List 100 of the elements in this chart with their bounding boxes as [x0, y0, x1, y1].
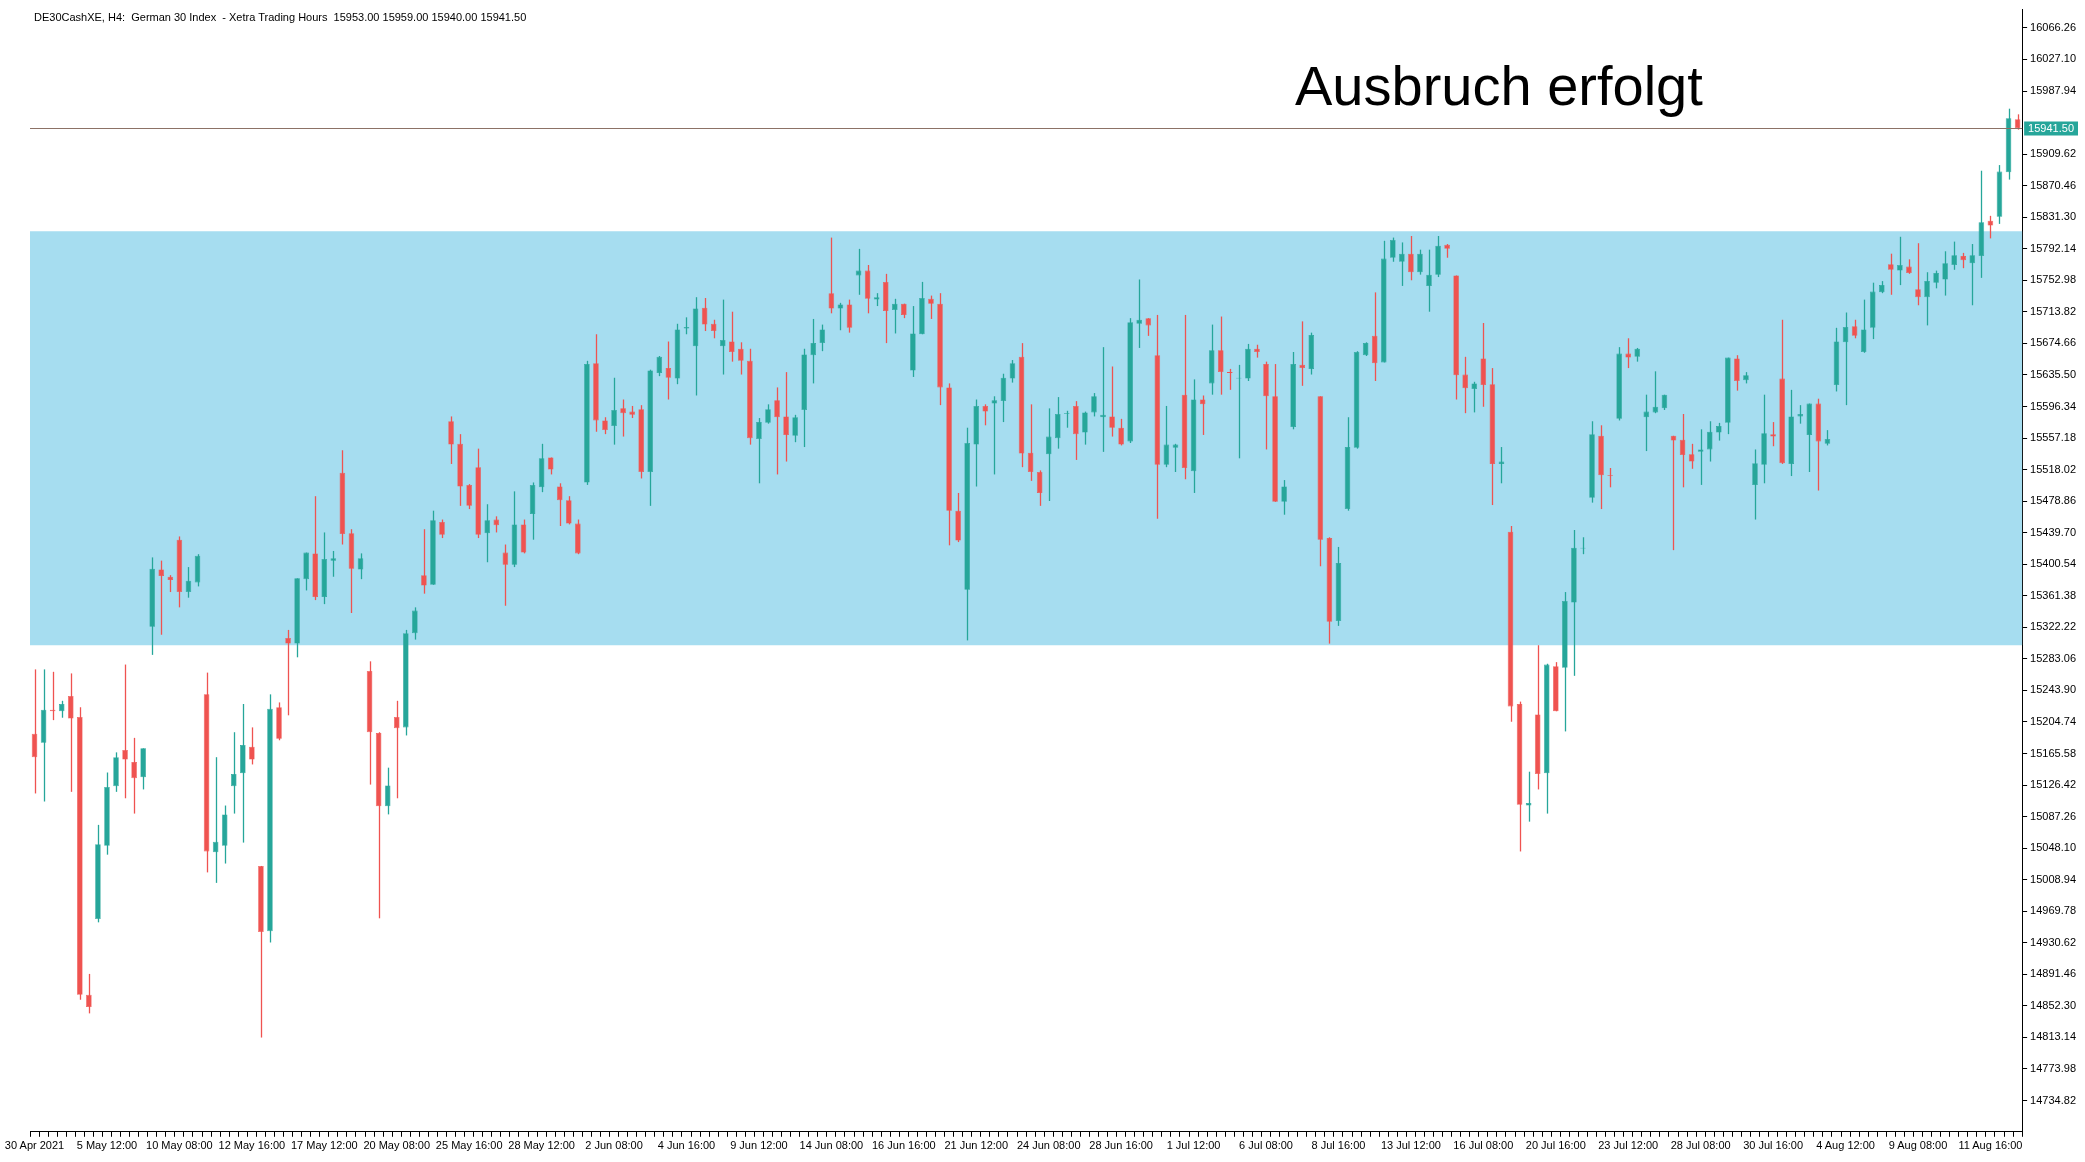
- x-tick-label: 21 Jun 12:00: [944, 1139, 1009, 1152]
- candlestick: [1408, 235, 1414, 281]
- candlestick: [1399, 241, 1405, 287]
- chart-title: DE30CashXE, H4: German 30 Index - Xetra Trading Hours 15953.00 15959.00 15940.00 15941.50: [34, 11, 527, 24]
- candlestick: [1860, 298, 1867, 354]
- candlestick: [1752, 448, 1758, 521]
- y-tick-label: 15204.74: [2030, 714, 2077, 727]
- candlestick: [448, 415, 454, 465]
- candlestick: [1109, 365, 1115, 438]
- candlestick: [1172, 443, 1179, 473]
- x-tick-label: 28 May 12:00: [508, 1139, 575, 1152]
- candlestick: [1091, 392, 1097, 418]
- candlestick: [565, 495, 572, 526]
- x-tick-label: 25 May 16:00: [435, 1139, 503, 1152]
- x-tick-label: 30 Apr 2021: [4, 1139, 65, 1152]
- candlestick: [765, 403, 771, 425]
- candlestick: [665, 340, 672, 401]
- candlestick: [1679, 413, 1686, 488]
- y-tick-label: 15439.70: [2030, 525, 2077, 538]
- y-tick-label: 15243.90: [2030, 683, 2077, 696]
- candlestick: [131, 737, 137, 815]
- candlestick: [1027, 403, 1034, 482]
- candlestick: [656, 355, 663, 377]
- y-tick-label: 15165.58: [2030, 746, 2077, 759]
- ref-line-label: 15941.50: [2028, 121, 2075, 134]
- candlestick: [1706, 420, 1713, 463]
- y-tick-label: 16066.26: [2030, 20, 2077, 33]
- candlestick: [31, 668, 38, 795]
- candlestick: [792, 414, 798, 443]
- x-tick-label: 13 Jul 12:00: [1380, 1139, 1441, 1152]
- x-tick-label: 20 May 08:00: [363, 1139, 431, 1152]
- candlestick: [412, 606, 418, 641]
- y-tick-label: 14813.14: [2030, 1030, 2077, 1043]
- candlestick: [393, 700, 400, 799]
- candlestick: [1082, 410, 1088, 446]
- candlestick: [810, 318, 817, 385]
- candlestick: [710, 319, 717, 339]
- candlestick: [928, 294, 934, 320]
- candlestick: [330, 550, 337, 578]
- candlestick: [1462, 356, 1469, 414]
- candlestick: [991, 395, 998, 476]
- candlestick: [1842, 311, 1849, 406]
- candlestick: [1924, 271, 1930, 327]
- x-tick-label: 30 Jul 16:00: [1743, 1139, 1804, 1152]
- x-tick-label: 10 May 08:00: [146, 1139, 213, 1152]
- candlestick: [230, 731, 237, 815]
- candlestick: [1915, 242, 1921, 306]
- candlestick: [1498, 446, 1505, 484]
- candlestick: [1136, 278, 1143, 349]
- candlestick: [1036, 469, 1043, 507]
- y-tick-label: 15518.02: [2030, 462, 2077, 475]
- candlestick: [502, 543, 509, 607]
- candlestick: [1054, 396, 1061, 450]
- candlestick: [1942, 250, 1948, 297]
- x-tick-label: 9 Aug 08:00: [1888, 1139, 1948, 1152]
- candlestick: [1281, 479, 1287, 516]
- y-tick-label: 14773.98: [2030, 1062, 2077, 1075]
- x-tick-label: 28 Jul 08:00: [1670, 1139, 1731, 1152]
- candlestick: [1525, 771, 1532, 823]
- y-tick-label: 15008.94: [2030, 872, 2077, 885]
- candlestick: [837, 302, 844, 331]
- y-tick-label: 15596.34: [2030, 399, 2077, 412]
- candlestick: [556, 482, 563, 527]
- x-tick-label: 17 May 12:00: [290, 1139, 358, 1152]
- candlestick: [1199, 394, 1206, 436]
- y-tick-label: 15322.22: [2030, 620, 2077, 633]
- candlestick: [819, 323, 826, 352]
- candlestick: [1697, 428, 1704, 486]
- x-tick-label: 14 Jun 08:00: [799, 1139, 864, 1152]
- candlestick: [484, 503, 491, 563]
- y-tick-label: 15674.66: [2030, 336, 2077, 349]
- candlestick: [1118, 418, 1124, 447]
- candlestick: [1000, 373, 1007, 423]
- y-tick-label: 15478.86: [2030, 494, 2077, 507]
- y-tick-label: 15087.26: [2030, 809, 2077, 822]
- y-tick-label: 14969.78: [2030, 904, 2077, 917]
- x-tick-label: 8 Jul 16:00: [1311, 1139, 1366, 1152]
- candlestick: [719, 298, 726, 376]
- x-tick-label: 23 Jul 12:00: [1598, 1139, 1659, 1152]
- candlestick: [1969, 243, 1976, 306]
- candlestick: [158, 559, 165, 636]
- y-tick-label: 15361.38: [2030, 588, 2077, 601]
- candlestick: [620, 398, 626, 438]
- candlestick: [701, 297, 708, 332]
- x-tick-label: 16 Jul 08:00: [1453, 1139, 1514, 1152]
- x-tick-label: 11 Aug 16:00: [1958, 1139, 2023, 1152]
- candlestick: [828, 236, 835, 314]
- y-tick-label: 15987.94: [2030, 84, 2077, 97]
- x-tick-label: 20 Jul 16:00: [1525, 1139, 1586, 1152]
- x-tick-label: 2 Jun 08:00: [585, 1139, 643, 1152]
- x-tick-label: 4 Jun 16:00: [657, 1139, 716, 1152]
- candlestick: [1163, 405, 1170, 468]
- y-tick-label: 14734.82: [2030, 1093, 2077, 1106]
- y-tick-label: 15831.30: [2030, 210, 2077, 223]
- candlestick: [249, 726, 255, 766]
- y-tick-label: 15713.82: [2030, 304, 2077, 317]
- x-tick-label: 24 Jun 08:00: [1016, 1139, 1081, 1152]
- candlestick: [982, 403, 989, 426]
- candlestick: [1851, 319, 1858, 339]
- candlestick: [1625, 337, 1632, 369]
